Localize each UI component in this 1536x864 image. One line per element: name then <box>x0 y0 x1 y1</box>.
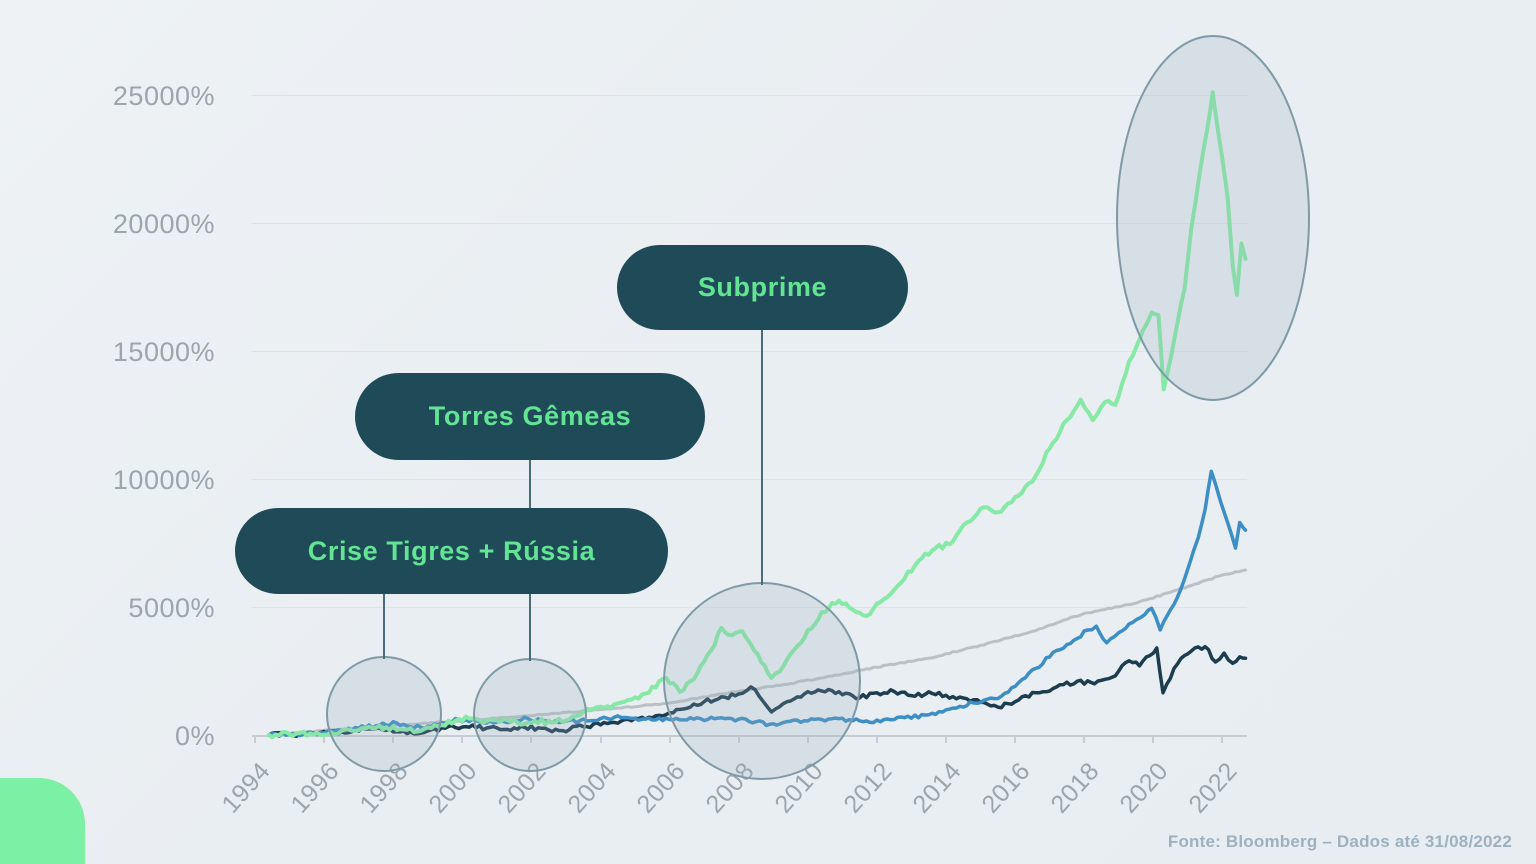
event-pill-label: Subprime <box>697 272 828 302</box>
gridline <box>252 351 1247 352</box>
connector-line-crise <box>383 592 385 659</box>
y-tick-label: 5000% <box>128 593 215 623</box>
event-pill-label: Torres Gêmeas <box>428 401 632 431</box>
x-tick-label: 1996 <box>285 757 345 819</box>
x-tick-label: 2020 <box>1114 757 1175 819</box>
brand-corner-shape <box>0 778 85 864</box>
x-tick-label: 2006 <box>631 757 691 819</box>
x-axis-line <box>252 735 1247 737</box>
x-tick-label: 2016 <box>976 757 1036 819</box>
x-tick-label: 1998 <box>354 757 414 819</box>
x-tick-label: 2018 <box>1045 757 1105 819</box>
x-tick-label: 2008 <box>700 757 760 819</box>
series-navy-line <box>267 644 1248 739</box>
source-note: Fonte: Bloomberg – Dados até 31/08/2022 <box>1167 832 1512 851</box>
event-pill-crise-tigres-russia: Crise Tigres + Rússia <box>235 508 668 594</box>
x-tick-label: 1994 <box>216 757 276 819</box>
event-pill-label: Crise Tigres + Rússia <box>307 535 596 566</box>
x-tick-label: 2000 <box>423 757 484 819</box>
axis-tick <box>392 736 395 743</box>
series-gray-line <box>267 568 1247 737</box>
axis-tick <box>461 736 464 743</box>
y-tick-label: 20000% <box>112 209 215 239</box>
highlight-subprime <box>663 582 861 780</box>
highlight-crise-tigres-russia <box>326 656 442 772</box>
x-tick-label: 2010 <box>769 757 829 819</box>
axis-tick <box>530 736 533 743</box>
gridline <box>252 95 1247 96</box>
axis-tick <box>737 736 740 743</box>
axis-tick <box>875 736 878 743</box>
axis-tick <box>254 736 256 743</box>
x-tick-label: 2002 <box>492 757 553 819</box>
axis-tick <box>1083 736 1086 743</box>
x-tick-label: 2022 <box>1183 757 1244 819</box>
y-tick-label: 10000% <box>112 465 215 495</box>
x-tick-label: 2012 <box>838 757 898 819</box>
axis-tick <box>1014 736 1017 743</box>
gridline <box>252 607 1247 608</box>
x-tick-label: 2004 <box>561 757 622 819</box>
event-pill-torres-gemeas: Torres Gêmeas <box>355 373 705 460</box>
x-tick-label: 2014 <box>907 757 967 819</box>
axis-tick <box>1221 736 1224 743</box>
axis-tick <box>323 736 326 743</box>
axis-tick <box>945 736 947 743</box>
axis-tick <box>668 736 671 743</box>
gridline <box>252 479 1247 480</box>
axis-tick <box>1152 736 1155 743</box>
event-pill-subprime: Subprime <box>617 245 908 330</box>
connector-line-subprime <box>761 329 763 585</box>
y-tick-label: 25000% <box>112 81 215 111</box>
axis-tick <box>599 736 602 743</box>
y-tick-label: 0% <box>174 721 215 751</box>
highlight-torres-gemeas <box>473 658 587 772</box>
y-tick-label: 15000% <box>112 337 215 367</box>
highlight-rally-2020-2022 <box>1116 35 1310 401</box>
gridline <box>252 223 1247 224</box>
axis-tick <box>806 736 809 743</box>
